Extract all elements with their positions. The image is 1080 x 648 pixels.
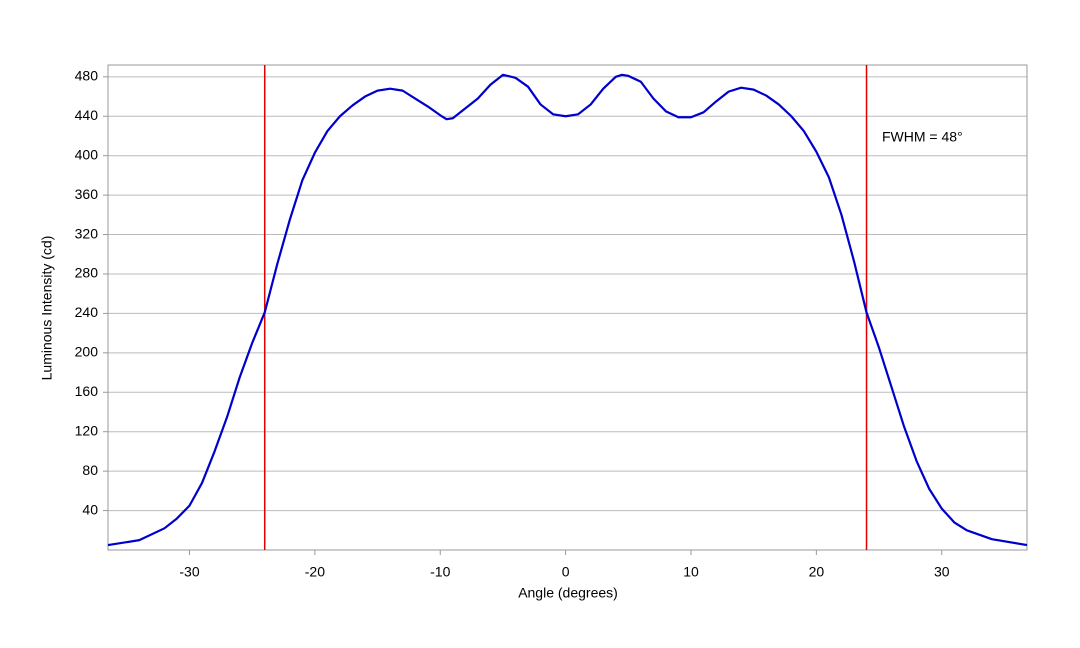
y-tick-label: 160 xyxy=(75,383,99,399)
y-tick-label: 120 xyxy=(75,422,99,438)
y-tick-label: 240 xyxy=(75,304,99,320)
y-tick-label: 360 xyxy=(75,186,99,202)
y-tick-label: 480 xyxy=(75,68,99,84)
x-tick-label: -10 xyxy=(430,564,450,580)
y-axis-label: Luminous Intensity (cd) xyxy=(39,236,55,381)
x-axis-label: Angle (degrees) xyxy=(518,585,618,601)
y-tick-label: 400 xyxy=(75,146,99,162)
plot-frame xyxy=(107,64,1028,551)
x-tick-label: -20 xyxy=(305,564,325,580)
plot-area xyxy=(107,64,1028,551)
x-tick-label: 20 xyxy=(809,564,825,580)
x-tick-label: 10 xyxy=(683,564,699,580)
annotation: FWHM = 48° xyxy=(882,129,963,145)
y-tick-label: 440 xyxy=(75,107,99,123)
y-tick-label: 200 xyxy=(75,344,99,360)
y-tick-label: 40 xyxy=(82,501,98,517)
y-tick-label: 280 xyxy=(75,265,99,281)
x-tick-label: -30 xyxy=(179,564,199,580)
y-tick-label: 80 xyxy=(82,462,98,478)
data-line xyxy=(107,73,1028,547)
y-tick-label: 320 xyxy=(75,225,99,241)
x-tick-label: 0 xyxy=(562,564,570,580)
x-tick-label: 30 xyxy=(934,564,950,580)
